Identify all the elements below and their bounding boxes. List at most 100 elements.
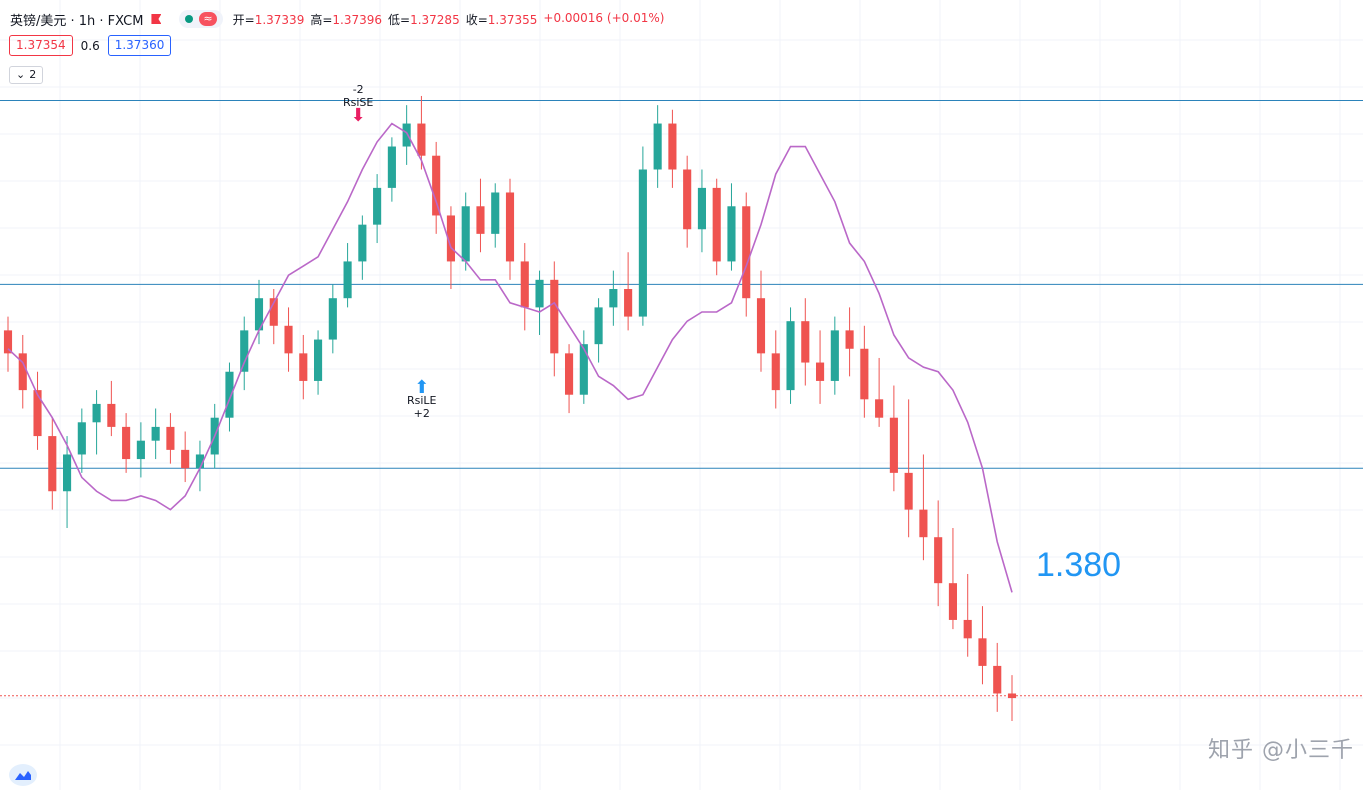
candle xyxy=(653,105,662,188)
symbol-title[interactable]: 英镑/美元 · 1h · FXCM xyxy=(10,13,144,29)
candle xyxy=(875,357,884,427)
candle xyxy=(948,528,958,630)
spread-value: 0.6 xyxy=(80,38,100,53)
candle-body xyxy=(240,330,249,372)
candle-body xyxy=(697,187,707,230)
open-value: 开=1.37339 xyxy=(232,12,305,27)
flag-icon[interactable] xyxy=(151,14,162,24)
candle-body xyxy=(904,472,913,510)
candle-body xyxy=(402,123,411,147)
candle xyxy=(358,215,367,280)
candle-body xyxy=(446,215,456,262)
candle xyxy=(934,500,943,607)
candle-body xyxy=(284,325,293,354)
candle-body xyxy=(62,454,72,492)
market-open-dot-icon xyxy=(185,15,194,23)
candle xyxy=(712,178,721,276)
candle-body xyxy=(476,206,485,234)
candle-body xyxy=(92,403,101,423)
candle-body xyxy=(151,426,160,441)
candle-body xyxy=(653,123,662,170)
candle-body xyxy=(550,279,559,354)
watermark-text: 知乎 @小三千 xyxy=(1208,738,1354,763)
candle xyxy=(284,307,293,372)
candle-body xyxy=(875,399,884,418)
candle xyxy=(373,174,382,244)
candle xyxy=(860,325,869,418)
level-label: 1.380 xyxy=(1036,546,1122,584)
candle xyxy=(225,362,234,432)
arrow-up-icon: ⬆ xyxy=(414,377,430,398)
candle xyxy=(181,431,190,483)
tradingview-logo-icon[interactable] xyxy=(9,764,37,786)
arrow-down-icon: ⬇ xyxy=(350,105,366,126)
long-signal-marker[interactable]: ⬆ RsiLE +2 xyxy=(407,377,437,421)
candle-body xyxy=(33,390,42,437)
candle xyxy=(727,183,736,271)
candle xyxy=(683,155,692,248)
candle xyxy=(520,243,529,331)
candle-body xyxy=(136,440,145,460)
candle xyxy=(963,573,972,657)
candle-body xyxy=(742,206,751,299)
candle-body xyxy=(432,155,441,216)
candle xyxy=(387,137,396,202)
long-signal-name: RsiLE xyxy=(407,394,437,407)
candle-body xyxy=(609,289,618,308)
candle-body xyxy=(343,261,352,299)
candle-body xyxy=(328,298,337,340)
candle-body xyxy=(624,289,633,317)
candle xyxy=(402,105,411,165)
candle-body xyxy=(948,583,958,620)
candle-body xyxy=(3,330,13,354)
high-value: 高=1.37396 xyxy=(310,12,383,27)
close-value: 收=1.37355 xyxy=(465,12,538,27)
candle xyxy=(195,440,205,492)
candle-body xyxy=(579,344,588,395)
candle xyxy=(505,178,515,280)
sell-button[interactable]: 1.37354 xyxy=(9,35,73,56)
candle xyxy=(417,95,426,170)
candle-body xyxy=(254,298,264,331)
candle xyxy=(535,270,544,335)
buy-button[interactable]: 1.37360 xyxy=(107,35,172,56)
candle-body xyxy=(889,417,898,473)
candle xyxy=(476,178,485,253)
candle-body xyxy=(107,403,116,427)
candle xyxy=(18,334,27,409)
candle xyxy=(62,436,72,529)
candle xyxy=(3,316,13,372)
candle xyxy=(993,642,1002,712)
candle xyxy=(77,408,86,473)
candle xyxy=(166,413,175,464)
candle xyxy=(107,380,116,437)
candle-body xyxy=(417,123,426,156)
candle xyxy=(254,279,264,345)
candle xyxy=(564,344,574,414)
candle-body xyxy=(919,509,928,538)
candle-body xyxy=(299,353,308,381)
short-signal-marker[interactable]: -2 RsiSE ⬇ xyxy=(343,83,373,126)
candle xyxy=(33,371,42,450)
market-status[interactable]: ≈ xyxy=(179,10,223,28)
candle xyxy=(919,454,928,561)
candle-body xyxy=(934,537,943,584)
indicators-collapse-button[interactable]: ⌄ 2 xyxy=(9,66,44,84)
candle xyxy=(328,284,337,354)
candle-body xyxy=(564,353,574,395)
candle-body xyxy=(195,454,205,469)
candle-body xyxy=(830,330,839,381)
candle-body xyxy=(712,187,721,262)
candle-body xyxy=(756,298,766,354)
candle xyxy=(343,243,352,308)
candle-body xyxy=(801,321,810,363)
indicator-count: 2 xyxy=(29,68,37,81)
candle xyxy=(889,385,898,492)
candle-body xyxy=(269,298,278,326)
candle-body xyxy=(18,353,27,391)
candle-body xyxy=(461,206,470,262)
candle xyxy=(904,399,913,538)
candle-body xyxy=(358,224,367,262)
candle xyxy=(830,316,839,395)
